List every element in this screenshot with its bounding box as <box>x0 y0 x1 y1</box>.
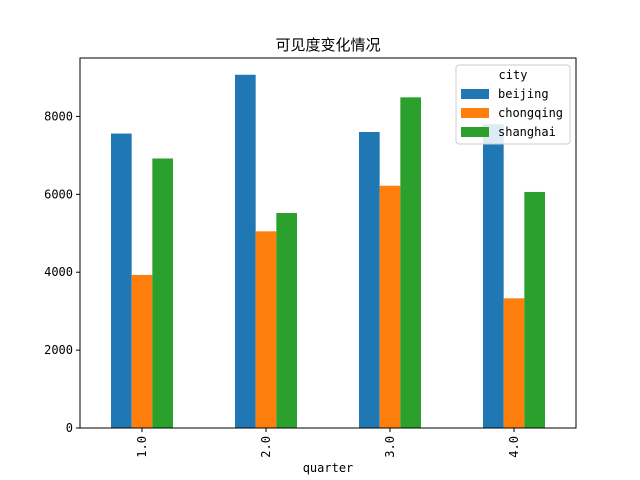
legend-label-shanghai: shanghai <box>498 125 556 139</box>
x-tick-label: 4.0 <box>507 436 521 458</box>
legend-title: city <box>499 68 528 82</box>
bar-beijing-4.0 <box>483 124 504 429</box>
bar-chongqing-4.0 <box>503 298 525 428</box>
y-tick-label: 2000 <box>44 343 73 357</box>
plot-frame <box>79 57 577 429</box>
x-tick-label: 1.0 <box>135 436 149 458</box>
legend-swatch-shanghai <box>461 127 489 137</box>
chart-title: 可见度变化情况 <box>275 36 380 54</box>
bar-beijing-1.0 <box>111 133 132 428</box>
y-tick-label: 0 <box>66 421 73 435</box>
legend-swatch-beijing <box>461 89 489 99</box>
legend-swatch-chongqing <box>461 108 489 118</box>
bar-chongqing-1.0 <box>131 274 153 428</box>
legend: city beijing chongqing shanghai <box>455 64 571 145</box>
bar-beijing-2.0 <box>235 74 256 428</box>
x-axis: 1.0 2.0 3.0 4.0 <box>135 428 521 458</box>
y-tick-label: 8000 <box>44 109 73 123</box>
bars-group <box>111 74 545 429</box>
legend-label-beijing: beijing <box>498 87 549 101</box>
bar-chongqing-3.0 <box>379 185 401 428</box>
y-tick-label: 6000 <box>44 187 73 201</box>
y-axis: 0 2000 4000 6000 8000 <box>44 109 80 435</box>
bar-shanghai-2.0 <box>276 213 297 428</box>
bar-beijing-3.0 <box>359 132 380 428</box>
x-tick-label: 2.0 <box>259 436 273 458</box>
x-axis-title: quarter <box>303 461 354 475</box>
x-tick-label: 3.0 <box>383 436 397 458</box>
legend-frame <box>455 64 571 145</box>
legend-label-chongqing: chongqing <box>498 106 563 120</box>
bar-shanghai-4.0 <box>524 191 545 428</box>
bar-shanghai-1.0 <box>152 158 173 429</box>
bar-chongqing-2.0 <box>255 231 277 428</box>
y-tick-label: 4000 <box>44 265 73 279</box>
bar-shanghai-3.0 <box>400 97 421 428</box>
